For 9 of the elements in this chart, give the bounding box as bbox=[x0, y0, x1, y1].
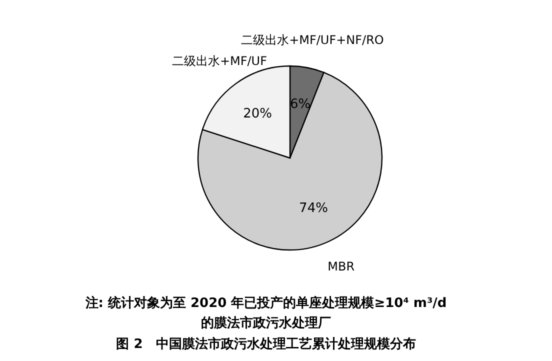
slice-label: MBR bbox=[328, 260, 355, 274]
slice-label: 二级出水+MF/UF bbox=[172, 54, 268, 68]
text: 的膜法市政污水处理厂 bbox=[201, 315, 331, 331]
slice-label: 二级出水+MF/UF+NF/RO bbox=[241, 33, 384, 48]
data-label: 6% bbox=[290, 96, 311, 112]
data-label: 74% bbox=[299, 200, 328, 216]
text: 图 2 中国膜法市政污水处理工艺累计处理规模分布 bbox=[116, 336, 416, 352]
data-label: 20% bbox=[243, 106, 272, 122]
text: 注: 统计对象为至 2020 年已投产的单座处理规模≥10⁴ m³/d bbox=[84, 295, 447, 311]
